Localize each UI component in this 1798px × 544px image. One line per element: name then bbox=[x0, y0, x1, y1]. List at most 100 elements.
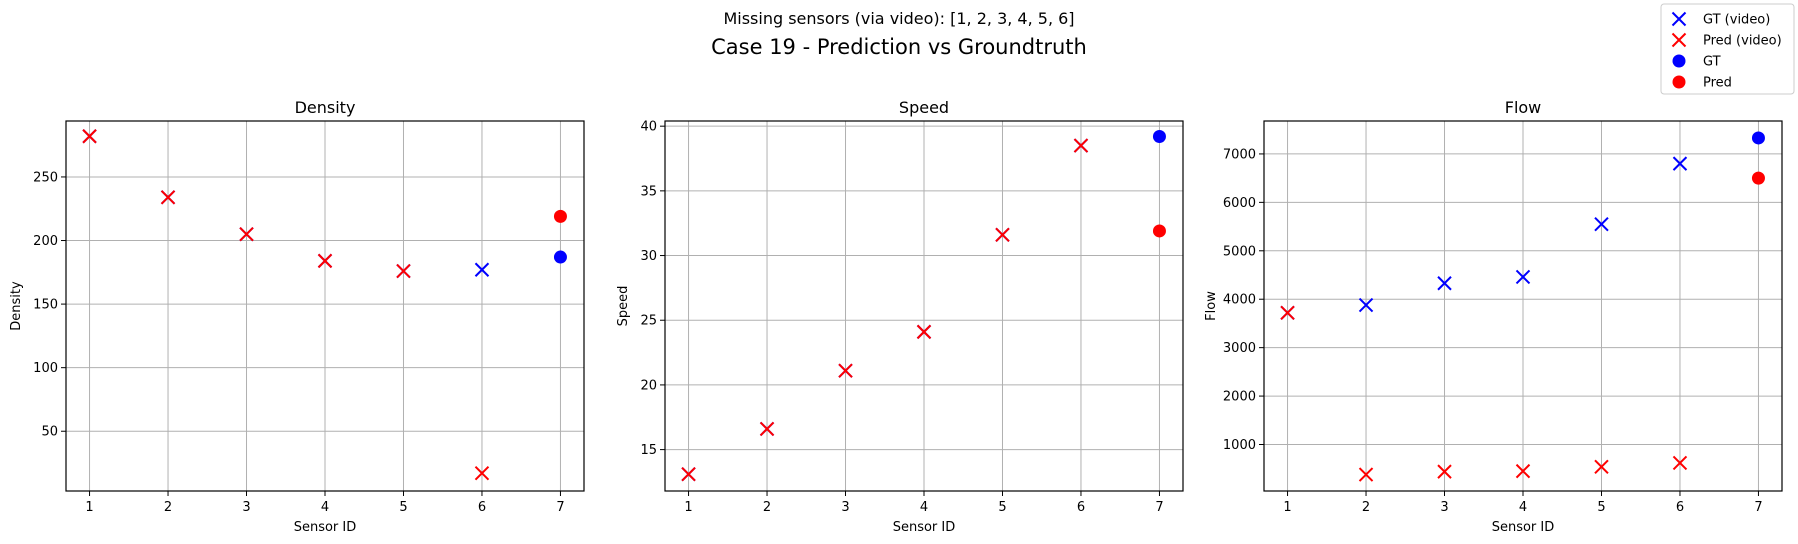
point-pred-video bbox=[396, 263, 411, 279]
x-tick-label: 6 bbox=[1077, 500, 1085, 515]
point-pred-video bbox=[474, 465, 490, 481]
x-tick-label: 1 bbox=[684, 500, 692, 515]
point-pred-video bbox=[160, 190, 176, 205]
point-pred-video bbox=[82, 129, 97, 144]
legend-label: GT bbox=[1703, 55, 1721, 70]
x-tick-label: 7 bbox=[556, 500, 564, 515]
axes-frame bbox=[1263, 120, 1783, 492]
series-pred bbox=[553, 209, 567, 223]
y-tick-label: 2000 bbox=[1223, 390, 1256, 405]
x-tick-label: 2 bbox=[763, 500, 771, 515]
chart-title: Density bbox=[295, 98, 356, 117]
legend-label: Pred (video) bbox=[1703, 34, 1782, 49]
point-gt-video bbox=[1672, 156, 1688, 171]
series-pred-video bbox=[1280, 305, 1688, 482]
point-pred-video bbox=[759, 421, 775, 437]
y-tick-label: 250 bbox=[33, 170, 58, 185]
axes-frame bbox=[664, 120, 1184, 492]
point-pred-video bbox=[838, 363, 853, 378]
y-tick-label: 40 bbox=[640, 120, 657, 135]
legend: GT (video) Pred (video) GT Pred bbox=[1660, 3, 1795, 95]
x-tick-label: 4 bbox=[1519, 500, 1527, 515]
point-gt-video bbox=[1515, 269, 1531, 285]
legend-item-pred: Pred bbox=[1672, 75, 1732, 91]
point-pred-video bbox=[1280, 305, 1295, 320]
x-axis-label: Sensor ID bbox=[893, 520, 956, 535]
legend-marker bbox=[1672, 75, 1686, 89]
legend-marker bbox=[1672, 54, 1686, 68]
x-tick-label: 5 bbox=[998, 500, 1006, 515]
y-tick-label: 50 bbox=[41, 425, 58, 440]
y-tick-label: 20 bbox=[640, 378, 657, 393]
y-tick-label: 25 bbox=[640, 314, 657, 329]
x-tick-label: 7 bbox=[1155, 500, 1163, 515]
figure-title: Case 19 - Prediction vs Groundtruth bbox=[711, 35, 1087, 59]
x-tick-label: 7 bbox=[1754, 500, 1762, 515]
x-tick-label: 3 bbox=[242, 500, 250, 515]
series-gt bbox=[1751, 131, 1765, 145]
x-tick-label: 1 bbox=[1283, 500, 1291, 515]
y-tick-label: 4000 bbox=[1223, 293, 1256, 308]
x-tick-label: 4 bbox=[321, 500, 329, 515]
y-tick-label: 200 bbox=[33, 234, 58, 249]
point-pred-video bbox=[1672, 455, 1688, 471]
point-pred-video bbox=[1437, 464, 1452, 479]
y-axis-label: Speed bbox=[616, 286, 631, 327]
legend-item-gt: GT bbox=[1672, 54, 1721, 70]
point-pred-video bbox=[681, 466, 696, 482]
y-axis-label: Flow bbox=[1204, 291, 1219, 321]
point-gt-video bbox=[1437, 276, 1452, 291]
y-tick-label: 1000 bbox=[1223, 438, 1256, 453]
y-tick-label: 150 bbox=[33, 298, 58, 313]
series-pred bbox=[1152, 224, 1166, 238]
point-gt-video bbox=[1358, 297, 1374, 313]
x-tick-label: 2 bbox=[1362, 500, 1370, 515]
grid bbox=[665, 121, 1183, 491]
legend-item-pred-video: Pred (video) bbox=[1671, 32, 1782, 49]
x-tick-label: 3 bbox=[841, 500, 849, 515]
point-pred bbox=[553, 209, 567, 223]
point-pred-video bbox=[239, 226, 254, 242]
y-tick-label: 35 bbox=[640, 184, 657, 199]
point-gt bbox=[1152, 130, 1166, 144]
y-tick-label: 6000 bbox=[1223, 196, 1256, 211]
series-gt bbox=[1152, 130, 1166, 144]
point-pred-video bbox=[995, 227, 1010, 243]
y-tick-label: 3000 bbox=[1223, 341, 1256, 356]
series-gt bbox=[553, 250, 567, 264]
legend-label: Pred bbox=[1703, 76, 1732, 91]
point-pred bbox=[1751, 171, 1765, 185]
point-pred-video bbox=[1073, 138, 1089, 153]
chart-flow: 1 2 3 4 5 6 7 1000 2000 3000 4000 5000 6000 7000 Flow S… bbox=[1204, 98, 1783, 535]
x-tick-label: 4 bbox=[920, 500, 928, 515]
legend-item-gt-video: GT (video) bbox=[1671, 11, 1770, 28]
series-pred bbox=[1751, 171, 1765, 185]
legend-marker bbox=[1671, 32, 1687, 48]
axes-frame bbox=[65, 120, 585, 492]
x-tick-label: 3 bbox=[1440, 500, 1448, 515]
x-tick-label: 5 bbox=[399, 500, 407, 515]
y-tick-label: 7000 bbox=[1223, 147, 1256, 162]
y-axis-label: Density bbox=[9, 281, 24, 331]
y-tick-label: 30 bbox=[640, 249, 657, 264]
point-pred-video bbox=[916, 324, 932, 340]
point-pred bbox=[1152, 224, 1166, 238]
chart-title: Flow bbox=[1505, 98, 1542, 117]
x-tick-label: 6 bbox=[1676, 500, 1684, 515]
legend-label: GT (video) bbox=[1703, 13, 1770, 28]
chart-title: Speed bbox=[899, 98, 949, 117]
point-pred-video bbox=[317, 253, 333, 269]
x-axis-label: Sensor ID bbox=[294, 520, 357, 535]
x-tick-label: 2 bbox=[164, 500, 172, 515]
y-tick-label: 5000 bbox=[1223, 244, 1256, 259]
grid bbox=[66, 121, 584, 491]
point-pred-video bbox=[1358, 467, 1374, 482]
chart-panels: 1 2 3 4 5 6 7 50 100 150 200 250 Density Sensor ID Den… bbox=[9, 98, 1783, 535]
y-tick-label: 15 bbox=[640, 443, 657, 458]
y-tick-label: 100 bbox=[33, 361, 58, 376]
legend-box bbox=[1660, 3, 1795, 95]
point-gt-video bbox=[1594, 216, 1609, 232]
point-gt bbox=[1751, 131, 1765, 145]
